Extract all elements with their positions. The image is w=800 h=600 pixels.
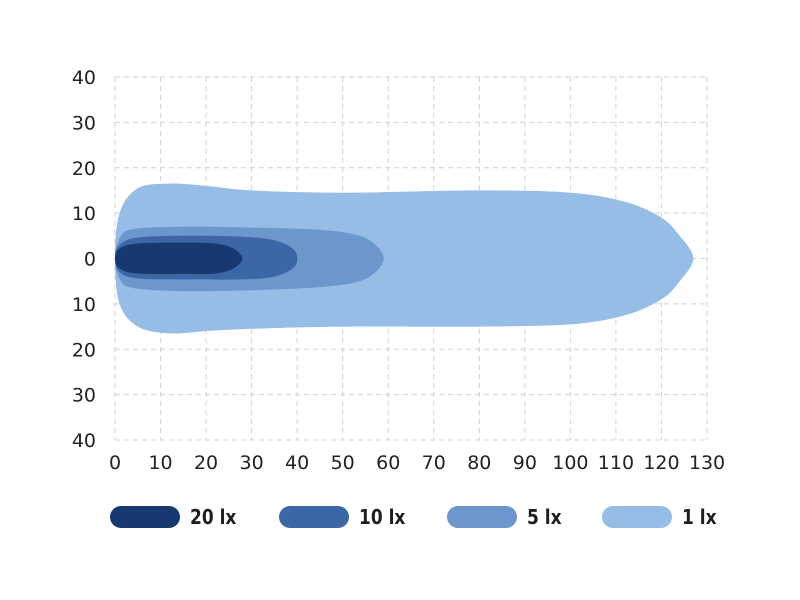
- x-tick-label: 90: [513, 452, 537, 474]
- legend-item-1lx: 1 lx: [601, 505, 723, 529]
- x-tick-label: 50: [331, 452, 355, 474]
- x-tick-label: 70: [422, 452, 446, 474]
- legend-item-20lx: 20 lx: [110, 505, 245, 529]
- legend-label: 10 lx: [358, 505, 405, 529]
- legend-label: 5 lx: [527, 505, 562, 529]
- isolux-area-20lx: [115, 242, 243, 275]
- legend-item-5lx: 5 lx: [447, 505, 568, 529]
- x-tick-label: 120: [643, 452, 679, 474]
- legend-item-10lx: 10 lx: [278, 505, 414, 529]
- x-tick-label: 60: [376, 452, 400, 474]
- legend-swatch: [447, 506, 518, 528]
- x-tick-label: 30: [240, 452, 264, 474]
- y-axis-ticks: 40 30 20 10 0 10 20 30 40: [72, 67, 96, 452]
- x-tick-label: 80: [467, 452, 491, 474]
- legend: 20 lx 10 lx 5 lx 1 lx: [110, 505, 756, 529]
- legend-label: 1 lx: [681, 505, 717, 529]
- y-tick-label: 40: [72, 67, 96, 89]
- x-tick-label: 110: [598, 452, 634, 474]
- legend-swatch: [601, 506, 672, 528]
- y-tick-label: 30: [72, 385, 96, 407]
- y-tick-label: 20: [72, 339, 96, 361]
- x-axis-ticks: 0 10 20 30 40 50 60 70 80 90 100 110 120 130: [109, 452, 725, 474]
- x-tick-label: 0: [109, 452, 121, 474]
- legend-swatch: [278, 506, 349, 528]
- isolux-areas: [115, 183, 694, 334]
- isolux-area-1lx: [115, 183, 694, 334]
- x-tick-label: 40: [285, 452, 309, 474]
- y-tick-label: 30: [72, 112, 96, 134]
- x-tick-label: 10: [148, 452, 172, 474]
- y-tick-label: 20: [72, 158, 96, 180]
- x-tick-label: 130: [689, 452, 725, 474]
- y-tick-label: 0: [84, 249, 96, 271]
- y-tick-label: 40: [72, 430, 96, 452]
- y-tick-label: 10: [72, 203, 96, 225]
- legend-swatch: [110, 506, 180, 528]
- x-tick-label: 20: [194, 452, 218, 474]
- legend-label: 20 lx: [190, 505, 237, 529]
- y-tick-label: 10: [72, 294, 96, 316]
- x-tick-label: 100: [552, 452, 588, 474]
